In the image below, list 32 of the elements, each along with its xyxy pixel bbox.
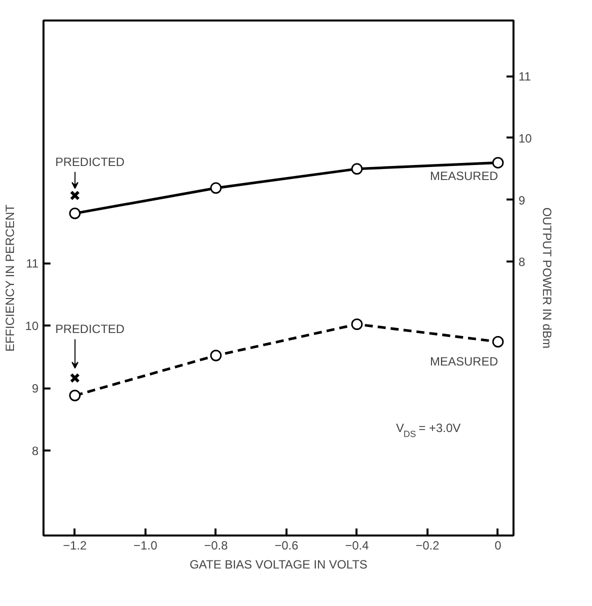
- y-axis-title: EFFICIENCY IN PERCENT: [3, 204, 18, 352]
- x-tick-label: −0.4: [345, 538, 370, 552]
- point: [351, 318, 363, 330]
- annotation: MEASURED: [430, 354, 498, 369]
- point: [70, 190, 80, 200]
- x-tick-label: −0.2: [416, 538, 440, 552]
- x-tick-label: 0: [494, 538, 502, 552]
- x-axis-title: GATE BIAS VOLTAGE IN VOLTS: [190, 558, 368, 572]
- y2-tick-label: 9: [518, 193, 526, 208]
- y-tick-label: 10: [25, 319, 39, 333]
- y2-axis-title: OUTPUT POWER IN dBm: [540, 207, 554, 348]
- annotation: MEASURED: [430, 168, 498, 183]
- y2-tick-label: 8: [518, 255, 526, 270]
- point: [210, 182, 222, 194]
- y2-tick-label: 11: [518, 70, 532, 84]
- x-tick-label: −0.8: [204, 538, 228, 552]
- point: [69, 390, 81, 402]
- x-tick-label: −1.0: [134, 538, 158, 552]
- y-tick-label: 11: [26, 256, 39, 270]
- y2-tick-label: 10: [518, 131, 532, 146]
- point: [210, 350, 222, 362]
- x-tick-label: −0.6: [274, 538, 299, 552]
- point: [351, 163, 363, 175]
- point: [69, 208, 81, 220]
- x-tick-label: −1.2: [63, 538, 88, 552]
- point: [70, 372, 80, 384]
- y-tick-label: 9: [32, 382, 39, 396]
- y-tick-label: 8: [32, 444, 39, 458]
- annotation: PREDICTED: [55, 154, 125, 169]
- annotation: PREDICTED: [55, 322, 125, 336]
- point: [492, 336, 504, 348]
- point: [492, 156, 504, 168]
